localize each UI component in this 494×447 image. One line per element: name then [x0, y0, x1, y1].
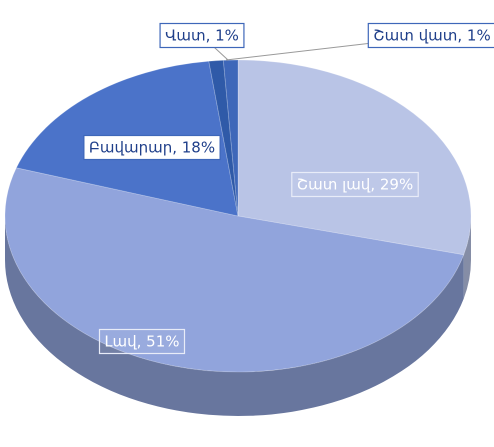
label-text: Շատ լավ, 29% — [297, 176, 413, 194]
data-label: Լավ, 51% — [98, 328, 186, 355]
label-box — [83, 134, 221, 161]
label-text: Շատ վատ, 1% — [373, 27, 490, 45]
data-label: Վատ, 1% — [159, 22, 245, 61]
label-box — [291, 171, 419, 198]
label-text: Վատ, 1% — [165, 27, 239, 45]
data-label: Շատ վատ, 1% — [225, 22, 494, 61]
slice — [208, 59, 239, 217]
slice-side — [5, 216, 464, 416]
label-box — [98, 328, 186, 355]
data-label: Շատ լավ, 29% — [291, 171, 419, 198]
slice — [4, 167, 465, 373]
slice — [222, 59, 239, 217]
label-box — [159, 22, 245, 49]
label-text: Լավ, 51% — [105, 333, 180, 351]
slice-side — [463, 216, 471, 299]
slice — [237, 59, 472, 256]
data-label: Բավարար, 18% — [83, 134, 221, 161]
label-text: Բավարար, 18% — [89, 139, 215, 157]
label-box — [367, 22, 494, 49]
